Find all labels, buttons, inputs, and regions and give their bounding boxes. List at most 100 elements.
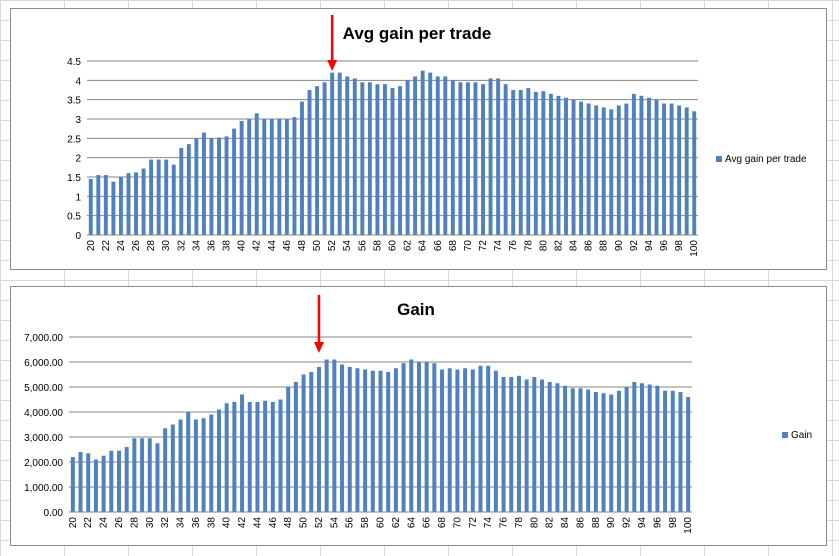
bar[interactable] (324, 359, 329, 513)
bar[interactable] (532, 377, 537, 512)
bar[interactable] (564, 97, 568, 235)
bar[interactable] (393, 368, 398, 512)
bar[interactable] (178, 419, 183, 513)
bar[interactable] (563, 385, 568, 512)
bar[interactable] (116, 450, 121, 512)
bar[interactable] (262, 119, 267, 235)
bar[interactable] (170, 424, 175, 513)
bar[interactable] (601, 107, 606, 235)
bar[interactable] (216, 409, 221, 513)
bar[interactable] (594, 105, 599, 235)
bar[interactable] (586, 103, 591, 236)
bar[interactable] (639, 95, 644, 235)
bar[interactable] (570, 388, 575, 512)
bar[interactable] (473, 82, 478, 236)
bar[interactable] (662, 103, 667, 236)
bar[interactable] (458, 82, 463, 236)
bar[interactable] (247, 119, 252, 235)
bar[interactable] (624, 387, 629, 512)
bar[interactable] (201, 418, 206, 512)
bar[interactable] (465, 82, 470, 236)
bar[interactable] (424, 362, 429, 512)
bar[interactable] (156, 159, 161, 235)
bar[interactable] (255, 402, 260, 512)
bar[interactable] (278, 399, 283, 513)
bar[interactable] (556, 95, 561, 235)
bar[interactable] (640, 383, 645, 512)
bar[interactable] (669, 103, 674, 236)
bar[interactable] (263, 400, 268, 512)
bar[interactable] (232, 402, 237, 512)
bar[interactable] (541, 91, 546, 235)
bar[interactable] (455, 369, 460, 513)
bar[interactable] (501, 377, 506, 512)
bar[interactable] (284, 119, 289, 235)
bar[interactable] (164, 159, 169, 235)
bar[interactable] (186, 144, 191, 235)
bar[interactable] (141, 168, 146, 235)
bar[interactable] (647, 97, 651, 235)
bar[interactable] (478, 365, 483, 512)
bar[interactable] (363, 369, 368, 513)
bar[interactable] (405, 80, 410, 235)
bar[interactable] (692, 111, 697, 235)
bar[interactable] (209, 414, 214, 513)
bar[interactable] (277, 119, 282, 235)
bar[interactable] (378, 370, 383, 512)
bar[interactable] (663, 390, 668, 512)
bar[interactable] (224, 403, 229, 512)
bar[interactable] (609, 109, 614, 235)
bar[interactable] (140, 438, 145, 512)
bar[interactable] (307, 90, 312, 235)
bar[interactable] (293, 382, 298, 512)
bar[interactable] (315, 86, 320, 235)
bar[interactable] (547, 382, 552, 512)
bar[interactable] (340, 364, 345, 513)
bar[interactable] (352, 78, 357, 236)
bar[interactable] (224, 136, 229, 235)
bar[interactable] (134, 172, 138, 235)
bar[interactable] (301, 374, 306, 513)
bar[interactable] (555, 383, 560, 512)
bar[interactable] (103, 175, 108, 235)
bar[interactable] (247, 402, 252, 512)
bar[interactable] (109, 450, 114, 512)
bar[interactable] (524, 379, 529, 513)
bar[interactable] (616, 105, 621, 235)
bar[interactable] (337, 72, 342, 235)
bar[interactable] (132, 438, 137, 512)
bar[interactable] (232, 128, 237, 235)
bar[interactable] (124, 447, 129, 512)
bar[interactable] (149, 159, 154, 235)
bar[interactable] (309, 372, 314, 512)
bar[interactable] (367, 82, 372, 236)
bar[interactable] (96, 175, 101, 235)
bar[interactable] (386, 372, 391, 512)
bar[interactable] (526, 88, 531, 235)
bar[interactable] (155, 443, 160, 512)
bar[interactable] (375, 84, 380, 235)
bar[interactable] (447, 368, 452, 512)
bar[interactable] (193, 419, 198, 513)
bar[interactable] (201, 132, 206, 235)
bar[interactable] (470, 369, 475, 513)
bar[interactable] (269, 119, 274, 235)
bar[interactable] (86, 453, 91, 512)
bar[interactable] (209, 138, 214, 235)
bar[interactable] (413, 76, 418, 235)
bar[interactable] (586, 389, 591, 513)
bar[interactable] (496, 78, 501, 236)
bar[interactable] (578, 388, 583, 512)
bar[interactable] (254, 113, 259, 235)
bar[interactable] (171, 164, 176, 235)
bar[interactable] (647, 384, 652, 513)
bar[interactable] (118, 177, 123, 235)
bar[interactable] (147, 438, 152, 512)
bar[interactable] (435, 76, 440, 235)
bar[interactable] (416, 362, 421, 512)
bar[interactable] (111, 181, 116, 235)
bar[interactable] (481, 84, 485, 235)
bar[interactable] (432, 363, 437, 512)
bar[interactable] (511, 90, 516, 235)
bar[interactable] (322, 82, 327, 236)
